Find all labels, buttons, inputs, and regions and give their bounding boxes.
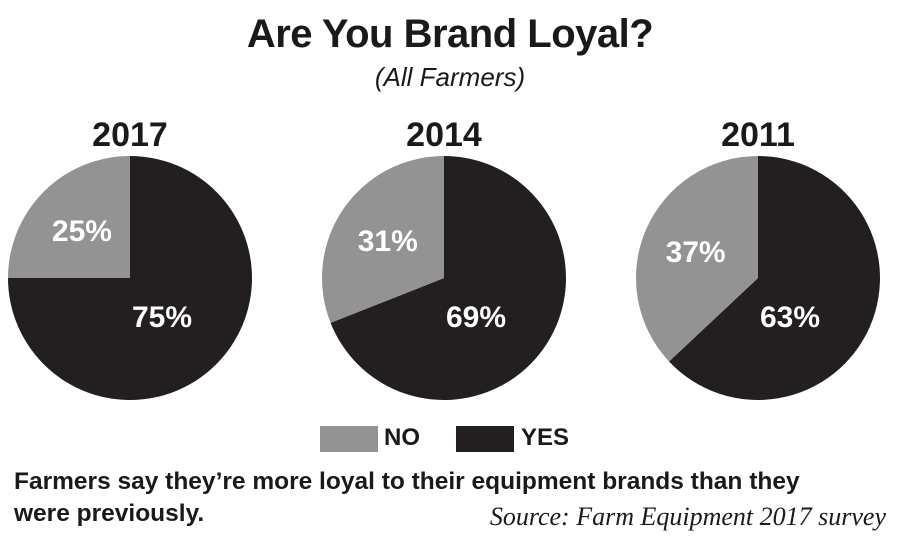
pie-label-no-2014: 31% xyxy=(358,225,418,258)
pie-slice-yes-2014 xyxy=(330,156,566,400)
pie-slice-no-2011 xyxy=(636,156,758,362)
legend-swatch-yes xyxy=(456,426,514,452)
source-note: Source: Farm Equipment 2017 survey xyxy=(489,502,886,531)
legend-label-yes: YES xyxy=(521,424,570,451)
legend-label-no: NO xyxy=(384,424,420,451)
pie-charts: 2017 25% 75% 2014 31% 69% 2011 37% 63% xyxy=(8,116,881,400)
pie-label-yes-2011: 63% xyxy=(760,301,820,334)
pie-slice-yes-2011 xyxy=(669,155,881,400)
pie-label-no-2011: 37% xyxy=(666,236,726,269)
pie-slice-no-2017 xyxy=(8,156,130,278)
chart-title: Are You Brand Loyal? xyxy=(246,12,654,56)
pie-label-yes-2017: 75% xyxy=(132,301,192,334)
pie-label-no-2017: 25% xyxy=(52,215,112,248)
legend-swatch-no xyxy=(320,426,378,452)
legend: NO YES xyxy=(0,420,900,456)
pie-slice-no-2014 xyxy=(321,156,444,323)
chart-subtitle: (All Farmers) xyxy=(374,62,526,92)
pie-label-yes-2014: 69% xyxy=(446,301,506,334)
caption: Farmers say they’re more loyal to their … xyxy=(14,468,800,495)
pie-title-2017: 2017 xyxy=(92,116,168,154)
pie-title-2014: 2014 xyxy=(406,116,482,154)
pie-title-2011: 2011 xyxy=(721,116,795,154)
caption-continued: were previously. xyxy=(14,500,205,527)
